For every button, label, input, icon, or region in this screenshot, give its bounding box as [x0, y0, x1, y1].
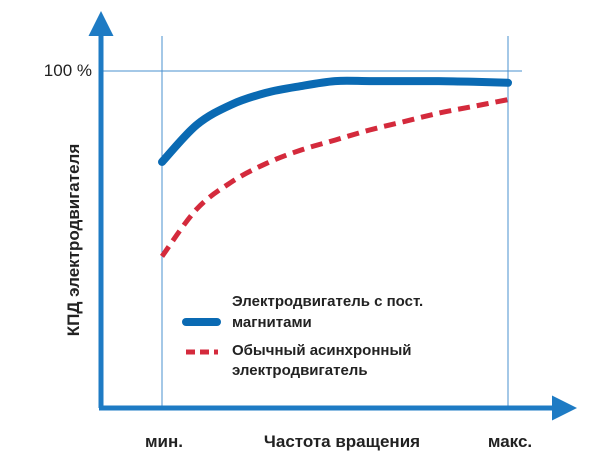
legend-label-pm-motor-line2: магнитами — [232, 314, 312, 331]
series-line-pm-motor — [158, 76, 512, 166]
series-line-async-motor — [159, 97, 509, 258]
y-tick-label-100: 100 % — [44, 61, 92, 80]
legend: Электродвигатель с пост. магнитами Обычн… — [182, 293, 423, 379]
legend-label-pm-motor-line1: Электродвигатель с пост. — [232, 293, 423, 310]
x-axis-title: Частота вращения — [264, 432, 420, 451]
y-axis-title: КПД электродвигателя — [64, 144, 83, 337]
legend-label-async-motor-line1: Обычный асинхронный — [232, 342, 412, 359]
x-tick-label-max: макс. — [488, 432, 532, 451]
x-tick-label-min: мин. — [145, 432, 183, 451]
legend-label-async-motor-line2: электродвигатель — [232, 362, 368, 379]
